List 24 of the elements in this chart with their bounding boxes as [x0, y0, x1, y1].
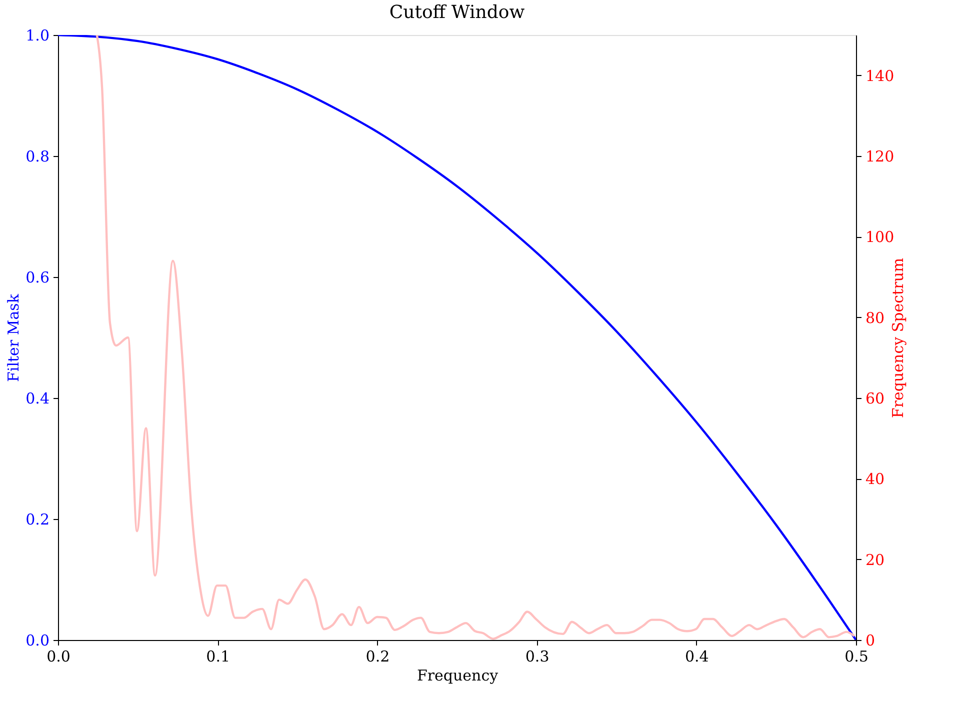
x-tick-label: 0.5 [844, 648, 868, 666]
y2-tick-label: 20 [866, 550, 885, 569]
y2-tick-label: 40 [866, 470, 885, 488]
y2-tick-label: 60 [866, 390, 885, 408]
y-tick-label: 0.2 [26, 510, 50, 528]
y-tick-label: 0.8 [26, 148, 50, 166]
x-tick-label: 0.3 [525, 648, 550, 666]
y-axis-title: Filter Mask [4, 293, 23, 382]
y2-tick-label: 140 [866, 66, 894, 85]
y2-tick-label: 100 [866, 228, 894, 246]
x-axis-title: Frequency [416, 666, 499, 684]
y2-tick-label: 80 [866, 308, 885, 327]
chart-title: Cutoff Window [389, 2, 526, 23]
x-tick-label: 0.2 [366, 648, 390, 666]
y2-axis-title: Frequency Spectrum [889, 258, 908, 418]
y2-tick-label: 120 [866, 148, 894, 166]
y-tick-label: 0.4 [26, 390, 50, 408]
y-tick-label: 1.0 [26, 26, 50, 44]
x-tick-label: 0.0 [46, 648, 70, 666]
y2-tick-label: 0 [866, 632, 876, 650]
x-tick-label: 0.1 [206, 648, 230, 666]
x-tick-label: 0.4 [684, 648, 709, 666]
y-tick-label: 0.0 [26, 632, 50, 650]
y-tick-label: 0.6 [26, 268, 50, 286]
